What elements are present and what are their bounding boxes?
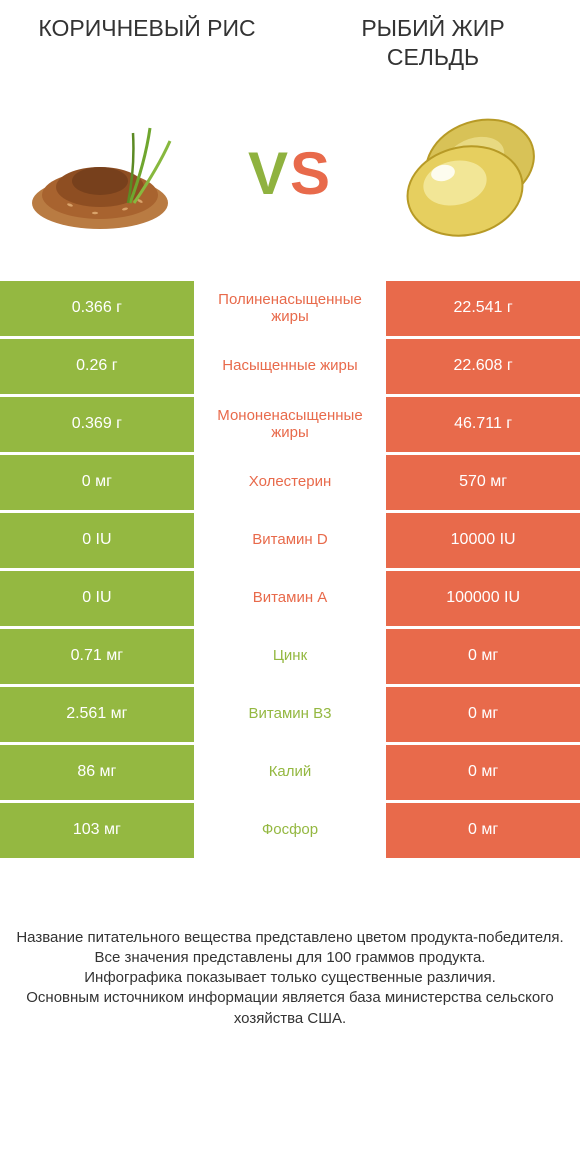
- left-value-cell: 0 мг: [0, 455, 194, 510]
- table-row: 0 IUВитамин D10000 IU: [0, 513, 580, 568]
- header: КОРИЧНЕВЫЙ РИС РЫБИЙ ЖИР СЕЛЬДЬ: [0, 0, 580, 76]
- left-value-cell: 86 мг: [0, 745, 194, 800]
- vs-label: VS: [248, 139, 332, 208]
- vs-s: S: [290, 140, 332, 207]
- table-row: 0.366 гПолиненасыщенные жиры22.541 г: [0, 281, 580, 336]
- table-row: 0.369 гМононенасыщенные жиры46.711 г: [0, 397, 580, 452]
- vs-v: V: [248, 140, 290, 207]
- nutrient-label-cell: Мононенасыщенные жиры: [194, 397, 387, 452]
- left-value-cell: 0.71 мг: [0, 629, 194, 684]
- left-value-cell: 2.561 мг: [0, 687, 194, 742]
- left-value-cell: 0 IU: [0, 513, 194, 568]
- table-row: 0.71 мгЦинк0 мг: [0, 629, 580, 684]
- nutrient-label-cell: Витамин D: [194, 513, 387, 568]
- right-value-cell: 10000 IU: [386, 513, 580, 568]
- right-value-cell: 22.608 г: [386, 339, 580, 394]
- right-value-cell: 0 мг: [386, 803, 580, 858]
- brown-rice-icon: [30, 113, 190, 233]
- right-value-cell: 0 мг: [386, 687, 580, 742]
- nutrient-label-cell: Цинк: [194, 629, 387, 684]
- right-value-cell: 0 мг: [386, 629, 580, 684]
- nutrient-label-cell: Холестерин: [194, 455, 387, 510]
- nutrient-label-cell: Витамин A: [194, 571, 387, 626]
- right-value-cell: 570 мг: [386, 455, 580, 510]
- nutrient-label-cell: Фосфор: [194, 803, 387, 858]
- right-value-cell: 22.541 г: [386, 281, 580, 336]
- left-value-cell: 0.366 г: [0, 281, 194, 336]
- nutrient-label-cell: Полиненасыщенные жиры: [194, 281, 387, 336]
- table-row: 0 IUВитамин A100000 IU: [0, 571, 580, 626]
- right-product-image: [390, 96, 550, 251]
- table-row: 0.26 гНасыщенные жиры22.608 г: [0, 339, 580, 394]
- nutrient-label-cell: Насыщенные жиры: [194, 339, 387, 394]
- right-value-cell: 46.711 г: [386, 397, 580, 452]
- nutrient-label-cell: Калий: [194, 745, 387, 800]
- table-row: 103 мгФосфор0 мг: [0, 803, 580, 858]
- left-product-title: КОРИЧНЕВЫЙ РИС: [30, 14, 264, 72]
- vs-row: VS: [0, 76, 580, 281]
- right-product-title: РЫБИЙ ЖИР СЕЛЬДЬ: [316, 14, 550, 72]
- left-value-cell: 0 IU: [0, 571, 194, 626]
- left-value-cell: 0.26 г: [0, 339, 194, 394]
- comparison-table: 0.366 гПолиненасыщенные жиры22.541 г0.26…: [0, 281, 580, 858]
- left-value-cell: 103 мг: [0, 803, 194, 858]
- table-row: 86 мгКалий0 мг: [0, 745, 580, 800]
- nutrient-label-cell: Витамин B3: [194, 687, 387, 742]
- right-value-cell: 0 мг: [386, 745, 580, 800]
- left-value-cell: 0.369 г: [0, 397, 194, 452]
- table-row: 2.561 мгВитамин B30 мг: [0, 687, 580, 742]
- left-product-image: [30, 96, 190, 251]
- right-value-cell: 100000 IU: [386, 571, 580, 626]
- table-row: 0 мгХолестерин570 мг: [0, 455, 580, 510]
- fish-oil-capsule-icon: [395, 103, 545, 243]
- footnote: Название питательного вещества представл…: [0, 858, 580, 1029]
